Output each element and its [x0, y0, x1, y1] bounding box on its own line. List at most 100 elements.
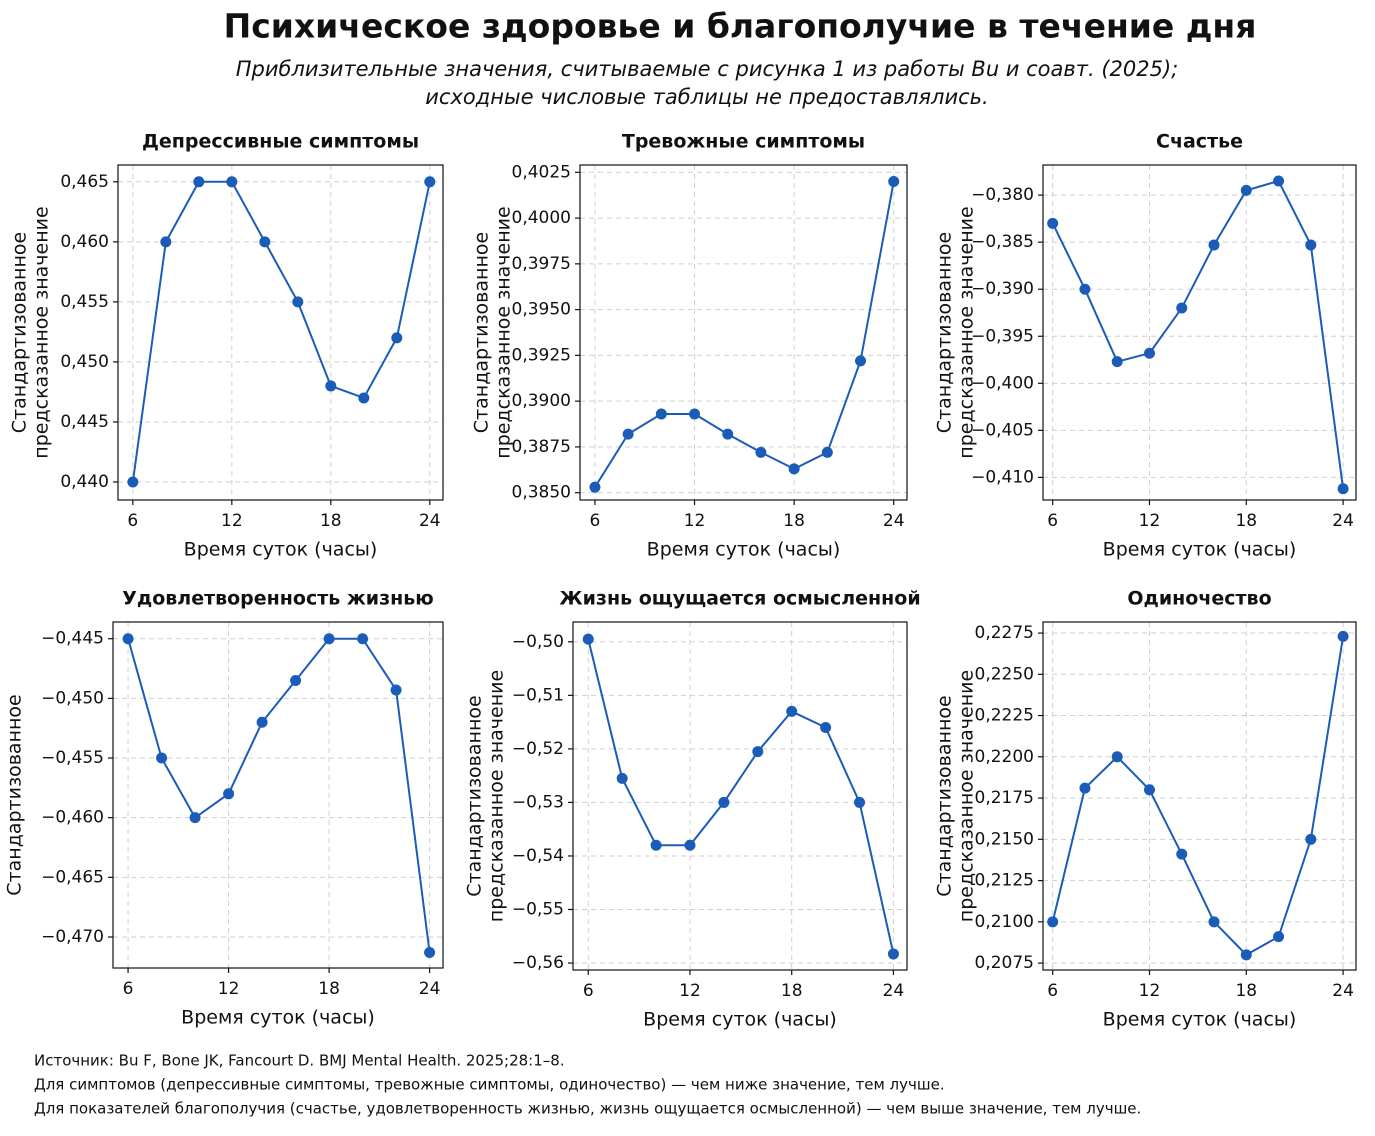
y-tick-label: −0,55 [512, 900, 564, 920]
data-point [292, 296, 304, 308]
data-point [1208, 239, 1220, 251]
y-tick-label: 0,3900 [512, 391, 571, 411]
x-axis-label: Время суток (часы) [184, 539, 378, 561]
data-point [193, 176, 205, 188]
y-axis-label: Стандартизованное [464, 695, 486, 896]
y-tick-label: 0,2175 [975, 788, 1034, 808]
data-point [752, 746, 764, 758]
footnote: Источник: Bu F, Bone JK, Fancourt D. BMJ… [34, 1052, 565, 1070]
x-tick-label: 18 [781, 981, 803, 1001]
data-point [854, 796, 866, 808]
figure-subtitle: исходные числовые таблицы не предоставля… [425, 85, 988, 109]
data-point [160, 236, 172, 248]
y-axis-label: предсказанное значение [956, 670, 978, 922]
data-point [855, 355, 867, 367]
y-axis-label: предсказанное значение [31, 206, 53, 458]
data-point [1176, 848, 1188, 860]
x-axis-label: Время суток (часы) [181, 1007, 375, 1029]
data-point [650, 839, 662, 851]
y-tick-label: −0,380 [971, 185, 1034, 205]
series-line [594, 181, 895, 488]
y-axis-label: Стандартизованное [934, 232, 956, 433]
y-axis-label: Стандартизованное [471, 232, 493, 433]
data-point [122, 633, 134, 645]
x-tick-label: 12 [1139, 981, 1161, 1001]
y-axis-label: предсказанное значение [486, 670, 508, 922]
footnote: Для симптомов (депрессивные симптомы, тр… [34, 1076, 945, 1094]
data-point [1079, 283, 1091, 295]
data-point [622, 428, 634, 440]
panel-title: Удовлетворенность жизнью [122, 588, 434, 610]
data-point [226, 176, 238, 188]
data-point [1079, 782, 1091, 794]
y-tick-label: −0,405 [971, 420, 1034, 440]
data-point [689, 408, 701, 420]
y-tick-label: 0,2150 [975, 829, 1034, 849]
data-point [589, 481, 601, 493]
data-point [1305, 239, 1317, 251]
data-point [655, 408, 667, 420]
y-tick-label: 0,2125 [975, 871, 1034, 891]
series-line [1051, 636, 1345, 957]
data-point [887, 948, 899, 960]
y-tick-label: 0,3850 [512, 483, 571, 503]
panel-title: Депрессивные симптомы [142, 131, 419, 153]
y-tick-label: −0,53 [512, 792, 564, 812]
x-axis-label: Время суток (часы) [647, 539, 841, 561]
series-line [1051, 179, 1345, 489]
x-tick-label: 18 [318, 979, 340, 999]
y-tick-label: 0,3975 [512, 254, 571, 274]
x-tick-label: 12 [679, 981, 701, 1001]
x-tick-label: 18 [783, 511, 805, 531]
y-tick-label: −0,400 [971, 373, 1034, 393]
x-tick-label: 6 [590, 511, 601, 531]
y-axis-label: предсказанное значение [956, 206, 978, 458]
x-tick-label: 18 [1235, 981, 1257, 1001]
x-tick-label: 6 [1047, 981, 1058, 1001]
x-tick-label: 6 [127, 511, 138, 531]
y-tick-label: 0,445 [60, 412, 109, 432]
y-axis-label: Стандартизованное [934, 695, 956, 896]
y-tick-label: 0,2100 [975, 912, 1034, 932]
data-point [290, 674, 302, 686]
data-point [1208, 916, 1220, 928]
data-point [390, 684, 402, 696]
x-tick-label: 6 [123, 979, 134, 999]
panel-title: Тревожные симптомы [622, 131, 865, 153]
y-tick-label: 0,455 [60, 292, 109, 312]
data-point [1337, 630, 1349, 642]
x-axis-label: Время суток (часы) [1103, 539, 1297, 561]
data-point [718, 796, 730, 808]
data-point [820, 721, 832, 733]
plot-frame [1042, 164, 1357, 501]
y-tick-label: −0,395 [971, 326, 1034, 346]
data-point [325, 380, 337, 392]
y-tick-label: 0,3875 [512, 437, 571, 457]
data-point [684, 839, 696, 851]
data-point [1111, 356, 1123, 368]
data-point [888, 175, 900, 187]
y-tick-label: −0,450 [41, 688, 104, 708]
plot-frame [572, 621, 908, 971]
data-point [1176, 302, 1188, 314]
plot-frame [112, 621, 444, 969]
data-point [821, 446, 833, 458]
y-tick-label: −0,52 [512, 739, 564, 759]
data-point [1143, 784, 1155, 796]
data-point [582, 633, 594, 645]
y-tick-label: 0,4000 [512, 208, 571, 228]
data-point [1273, 931, 1285, 943]
x-tick-label: 24 [883, 981, 905, 1001]
y-tick-label: −0,390 [971, 279, 1034, 299]
figure-title: Психическое здоровье и благополучие в те… [224, 7, 1257, 46]
y-tick-label: 0,3950 [512, 300, 571, 320]
x-tick-label: 24 [419, 979, 441, 999]
data-point [788, 463, 800, 475]
y-tick-label: 0,465 [60, 172, 109, 192]
data-point [424, 946, 436, 958]
data-point [1240, 949, 1252, 961]
plot-frame [117, 164, 444, 501]
data-point [127, 476, 139, 488]
data-point [1305, 833, 1317, 845]
